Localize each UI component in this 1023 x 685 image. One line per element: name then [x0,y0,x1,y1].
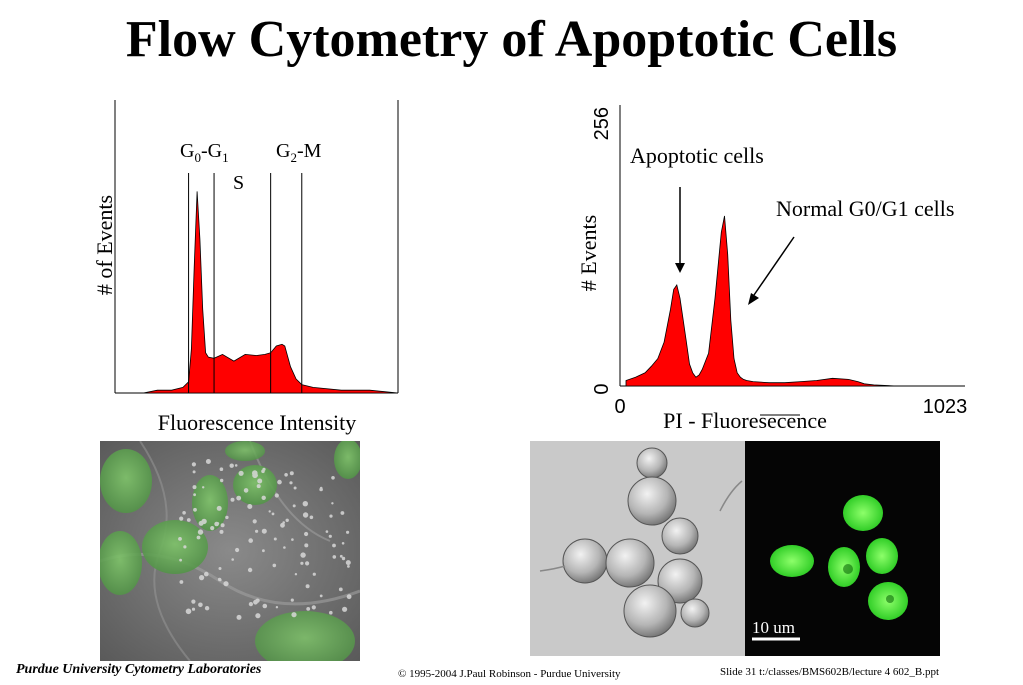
g0g1-label: G0-G1 [180,140,229,165]
nucleus [100,449,152,513]
x-tick-1023: 1023 [923,396,968,418]
nucleus-green [843,495,883,531]
apoptotic-annotation: Apoptotic cells [630,143,764,168]
pi-area [625,215,951,387]
nucleus [142,520,208,574]
normal-annotation: Normal G0/G1 cells [776,196,954,221]
y-tick-256: 256 [591,107,613,140]
slide-title: Flow Cytometry of Apoptotic Cells [125,11,898,68]
pi-histogram: 256 0 0 1023 # Events PI - Fluoresecence… [576,105,968,433]
x-tick-0: 0 [614,396,625,418]
nucleus [255,611,355,661]
nucleus [192,475,228,531]
footer-center: © 1995-2004 J.Paul Robinson - Purdue Uni… [398,668,621,680]
footer-left: Purdue University Cytometry Laboratories [16,662,262,677]
nucleus-green [866,538,898,574]
cell-cycle-area [115,191,399,394]
micrograph-overlay [100,441,360,661]
nucleus [225,441,265,461]
normal-arrow [753,236,795,296]
left-y-label: # of Events [92,195,117,295]
y-tick-0: 0 [591,383,613,394]
nucleus [233,465,277,505]
s-phase-label: S [233,172,244,194]
micrograph-pair [530,441,940,656]
right-x-label: PI - Fluoresecence [663,408,827,433]
nucleus [100,531,142,595]
nucleus-green [770,545,814,577]
footer-right: Slide 31 t:/classes/BMS602B/lecture 4 60… [720,666,940,678]
g2m-label: G2-M [276,140,322,165]
nucleus [334,441,360,479]
right-y-label: # Events [576,215,601,291]
normal-arrowhead [748,293,759,305]
apoptotic-arrowhead [675,263,685,273]
cell-cycle-histogram: G0-G1 G2-M S # of Events Fluorescence In… [92,100,399,435]
gate-lines [188,173,303,393]
scale-bar-label: 10 um [752,618,795,637]
left-x-label: Fluorescence Intensity [158,410,357,435]
